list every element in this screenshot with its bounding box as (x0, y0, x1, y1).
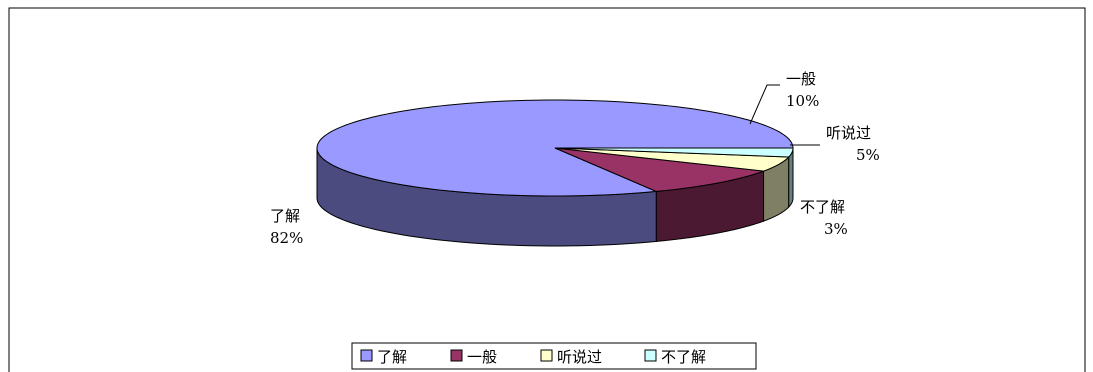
legend-box (351, 342, 757, 370)
pie-3d (316, 99, 794, 247)
legend-label-了解: 了解 (377, 348, 407, 366)
data-label-了解-pct: 82% (270, 229, 303, 247)
data-label-一般-name: 一般 (786, 70, 816, 88)
legend-swatch-不了解 (644, 349, 657, 362)
data-label-听说过-pct: 5% (856, 146, 880, 164)
data-label-一般-pct: 10% (786, 92, 819, 110)
leader-line-一般 (749, 84, 780, 125)
legend: 了解 一般 听说过 不了解 (351, 342, 757, 370)
legend-swatch-听说过 (540, 349, 553, 362)
legend-swatch-了解 (360, 349, 373, 362)
data-label-不了解-name: 不了解 (800, 198, 845, 216)
data-label-不了解-pct: 3% (824, 220, 848, 238)
data-label-了解-name: 了解 (270, 207, 300, 225)
chart-border (8, 7, 1086, 372)
legend-label-一般: 一般 (467, 348, 497, 366)
pie-top-faces (316, 99, 794, 197)
leader-lines (749, 84, 820, 146)
pie-slice-一般 (554, 147, 764, 192)
legend-swatch-一般 (450, 349, 463, 362)
legend-label-不了解: 不了解 (661, 348, 706, 366)
data-label-听说过-name: 听说过 (826, 124, 871, 142)
pie-slice-听说过 (554, 147, 790, 172)
pie-slice-不了解 (554, 147, 794, 158)
legend-label-听说过: 听说过 (557, 348, 602, 366)
